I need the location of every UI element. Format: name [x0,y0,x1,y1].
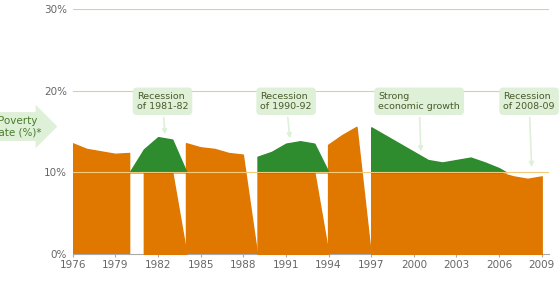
Text: Poverty
rate (%)*: Poverty rate (%)* [0,116,42,137]
Text: Recession
of 1990-92: Recession of 1990-92 [260,92,312,137]
Text: Recession
of 1981-82: Recession of 1981-82 [137,92,188,133]
Text: Strong
economic growth: Strong economic growth [379,92,460,150]
Text: Recession
of 2008-09: Recession of 2008-09 [503,92,555,165]
